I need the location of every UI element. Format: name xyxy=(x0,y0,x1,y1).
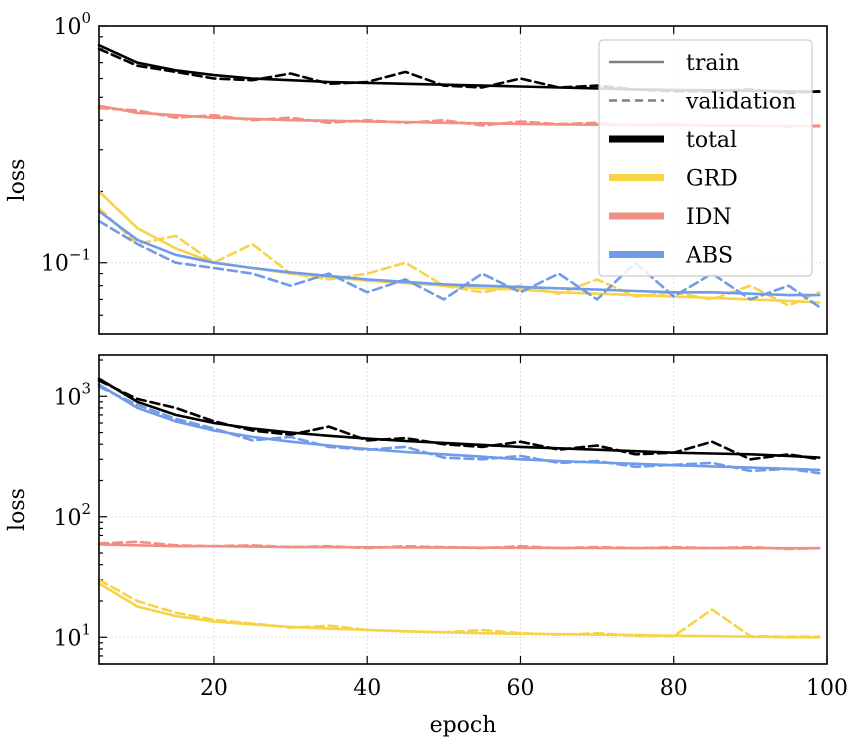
y-tick-label: 10−1 xyxy=(41,246,91,277)
y-tick-label: 103 xyxy=(53,379,91,410)
series-grd-validation xyxy=(97,578,821,639)
y-tick-label: 101 xyxy=(53,620,91,651)
bottom-panel: 101 102 103 20 40 60 80 100 loss epoch xyxy=(5,354,848,738)
legend-label-IDN: IDN xyxy=(686,205,732,230)
legend-label-ABS: ABS xyxy=(685,244,733,269)
y-tick-label: 102 xyxy=(53,500,91,531)
x-tick-label: 80 xyxy=(660,676,688,701)
series-abs-validation xyxy=(97,385,821,475)
series-idn-validation xyxy=(97,540,821,551)
plot-frame xyxy=(98,25,828,335)
series-grd-train xyxy=(97,582,821,639)
x-tick-label: 40 xyxy=(353,676,381,701)
y-axis-title: loss xyxy=(5,159,30,202)
legend-label-total: total xyxy=(686,128,737,153)
series-abs-validation xyxy=(97,219,821,309)
legend-label-GRD: GRD xyxy=(686,167,738,192)
legend: train validation total GRD IDN ABS xyxy=(598,39,813,277)
series-grd-validation xyxy=(97,206,821,307)
x-tick-label: 60 xyxy=(506,676,534,701)
x-tick-label: 100 xyxy=(806,676,848,701)
legend-label-validation: validation xyxy=(685,90,796,115)
y-tick-label: 100 xyxy=(53,9,91,40)
x-tick-label: 20 xyxy=(200,676,228,701)
x-axis-title: epoch xyxy=(430,713,497,738)
plot-frame xyxy=(98,354,828,665)
series-total-validation xyxy=(97,379,821,461)
y-axis-title: loss xyxy=(5,488,30,531)
legend-label-train: train xyxy=(686,51,740,76)
